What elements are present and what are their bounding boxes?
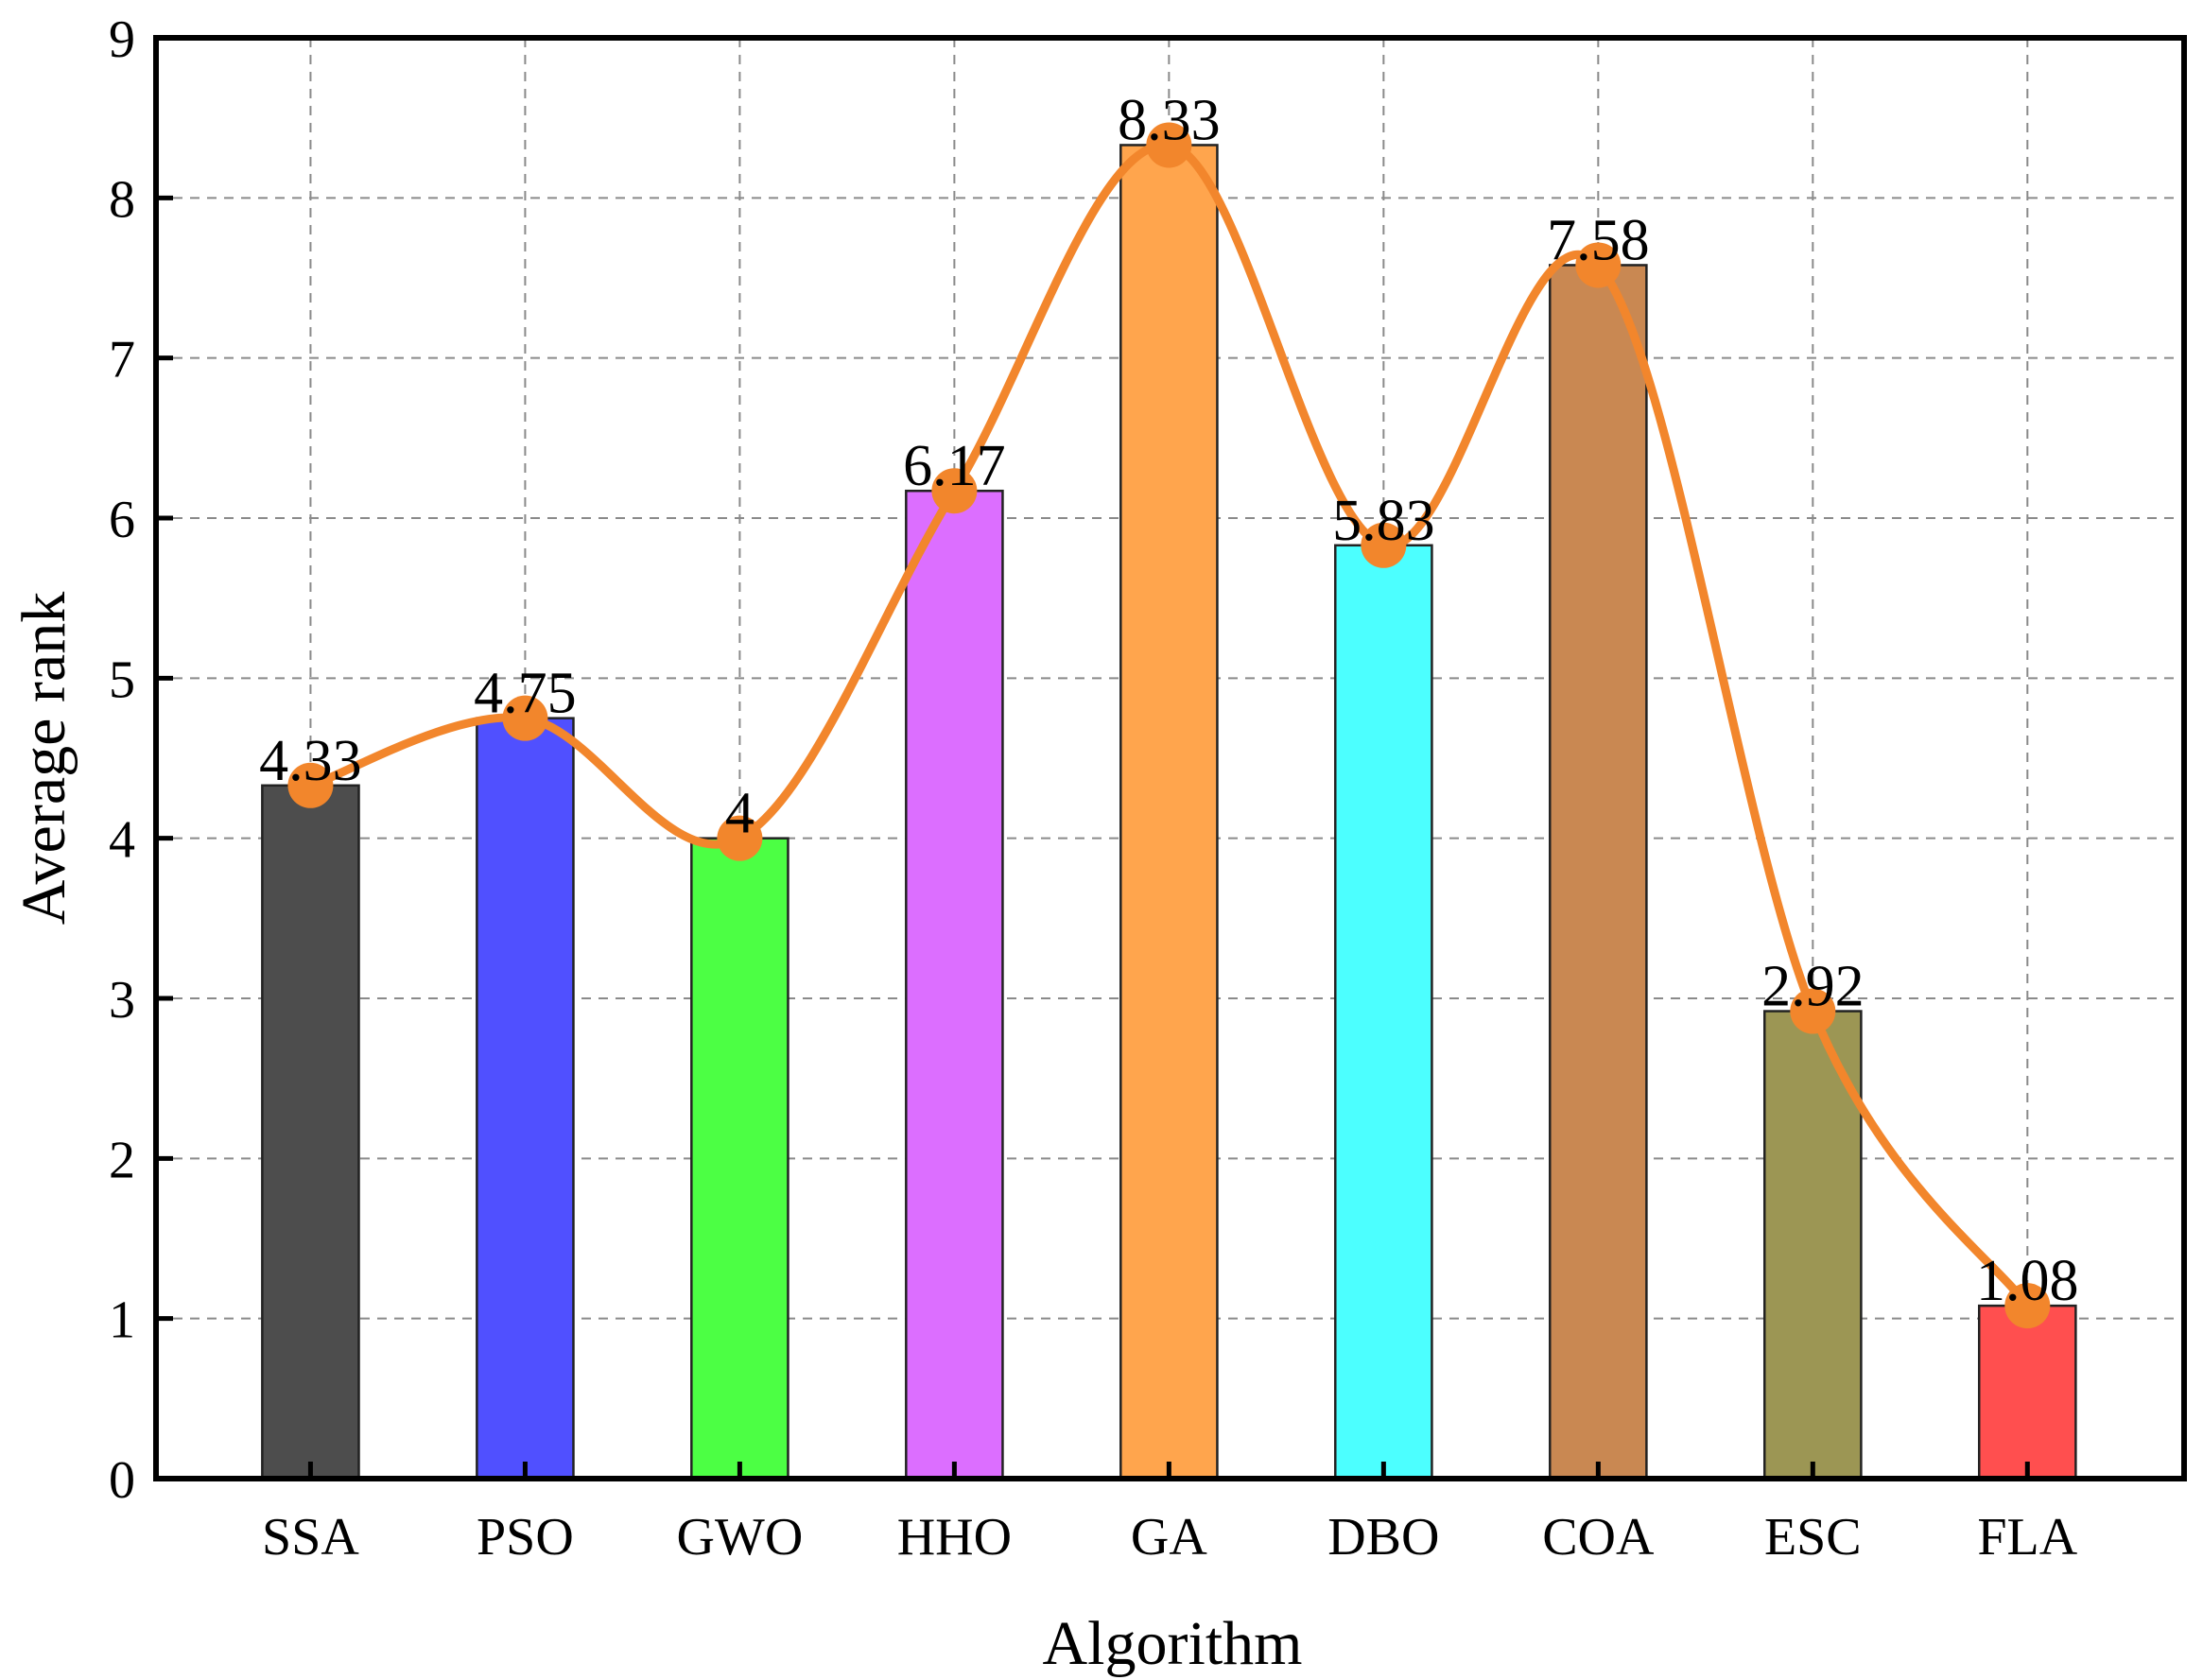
x-tick-label: FLA xyxy=(1977,1508,2077,1567)
x-tick-label: HHO xyxy=(897,1508,1012,1567)
point-marker-ssa xyxy=(287,762,334,808)
y-tick-label: 5 xyxy=(109,650,135,709)
x-axis-title: Algorithm xyxy=(1043,1609,1303,1678)
x-tick-label: PSO xyxy=(477,1508,574,1567)
point-marker-hho xyxy=(931,468,978,514)
y-tick-label: 2 xyxy=(109,1131,135,1189)
data-label-coa: 7.58 xyxy=(1547,208,1650,272)
bar-pso xyxy=(476,717,575,1481)
point-marker-esc xyxy=(1790,988,1836,1034)
data-label-esc: 2.92 xyxy=(1761,955,1865,1019)
point-marker-gwo xyxy=(717,815,763,861)
bar-fla xyxy=(1977,1304,2077,1481)
y-tick-label: 6 xyxy=(109,491,135,549)
bar-dbo xyxy=(1334,544,1433,1481)
point-marker-dbo xyxy=(1361,522,1407,568)
data-label-ga: 8.33 xyxy=(1118,88,1221,152)
trend-line-series xyxy=(287,122,2051,1329)
x-tick-label: SSA xyxy=(262,1508,359,1567)
x-tick-label: DBO xyxy=(1327,1508,1439,1567)
y-axis-title: Average rank xyxy=(9,592,78,925)
axis-tick-labels: 0 1 2 3 4 5 6 7 8 9 SSA PSO GWO HHO GA DBO COA ESC FLA xyxy=(109,10,2078,1567)
bar-esc xyxy=(1762,1010,1863,1481)
data-label-ssa: 4.33 xyxy=(259,729,362,793)
bar-hho xyxy=(905,489,1004,1481)
data-label-gwo: 4 xyxy=(725,782,755,846)
data-label-fla: 1.08 xyxy=(1976,1249,2079,1313)
y-tick-label: 8 xyxy=(109,170,135,229)
trend-line-path xyxy=(305,140,2032,1310)
data-labels: 4.33 4.75 4 6.17 8.33 5.83 7.58 2.92 1.08 xyxy=(259,88,2078,1313)
data-label-dbo: 5.83 xyxy=(1332,489,1435,553)
bar-ssa xyxy=(261,784,360,1481)
bar-coa xyxy=(1549,264,1648,1481)
x-tick-label: COA xyxy=(1542,1508,1655,1567)
y-tick-label: 1 xyxy=(109,1291,135,1350)
y-tick-label: 3 xyxy=(109,971,135,1030)
point-marker-fla xyxy=(2004,1283,2051,1329)
data-label-pso: 4.75 xyxy=(474,662,577,726)
x-tick-label: ESC xyxy=(1764,1508,1862,1567)
y-tick-label: 7 xyxy=(109,331,135,390)
y-tick-label: 9 xyxy=(109,10,135,69)
x-tick-label: GWO xyxy=(677,1508,804,1567)
x-tick-label: GA xyxy=(1131,1508,1207,1567)
axis-ticks xyxy=(156,35,2030,1481)
bar-ga xyxy=(1119,144,1219,1481)
point-marker-coa xyxy=(1575,242,1622,288)
y-tick-label: 4 xyxy=(109,811,135,870)
bar-gwo xyxy=(690,837,789,1481)
point-marker-pso xyxy=(502,695,548,741)
y-tick-label: 0 xyxy=(109,1451,135,1510)
point-marker-ga xyxy=(1146,122,1192,168)
data-label-hho: 6.17 xyxy=(903,434,1006,498)
